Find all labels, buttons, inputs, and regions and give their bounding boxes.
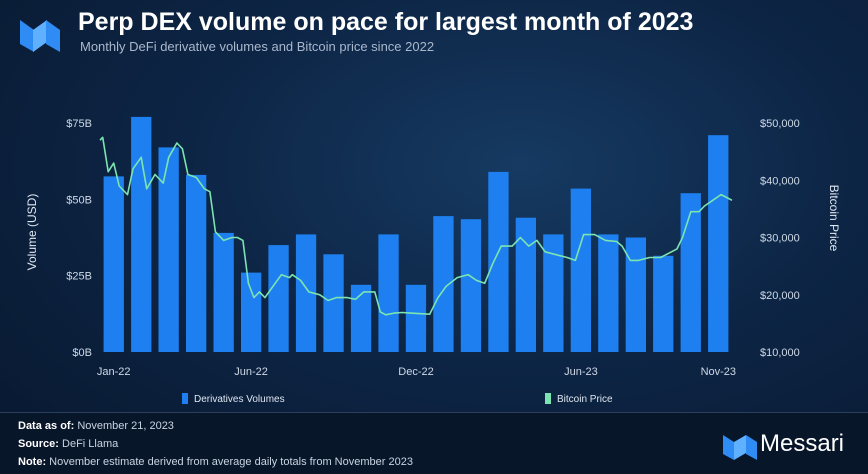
bar-Feb-23 [460,219,482,352]
bar-Jan-22 [103,176,124,352]
x-tick-label: Jun-23 [564,366,598,378]
bar-Nov-22 [378,234,399,352]
bar-Apr-22 [186,174,207,352]
bar-Jun-22 [241,272,262,352]
legend-bar-swatch [182,393,188,404]
bar-Dec-22 [405,284,427,352]
messari-brand-icon [723,435,757,460]
note-label: Note: [18,456,47,468]
left-axis-ticks: $0B $25B $50B $75B [66,118,92,359]
right-tick-label: $40,000 [760,175,800,187]
right-tick-label: $10,000 [760,347,800,359]
right-tick-label: $50,000 [760,118,800,130]
bar-Aug-23 [625,237,646,352]
bar-May-23 [543,234,564,352]
bar-Jul-22 [268,245,289,352]
data-as-of-label: Data as of: [18,420,75,432]
left-tick-label: $50B [66,194,92,206]
note-value: November estimate derived from average d… [49,456,413,468]
header: Perp DEX volume on pace for largest mont… [0,0,868,70]
legend-bitcoin-price: Bitcoin Price [545,393,613,405]
bar-Sep-22 [323,254,344,352]
right-tick-label: $30,000 [760,233,800,245]
source-label: Source: [18,438,59,450]
right-axis-ticks: $10,000 $20,000 $30,000 $40,000 $50,000 [760,118,800,359]
messari-logo-icon [20,20,60,52]
data-as-of-value: November 21, 2023 [77,420,174,432]
footer-data-as-of: Data as of: November 21, 2023 [18,420,174,432]
footer: Data as of: November 21, 2023 Source: De… [0,412,868,474]
bar-Nov-23 [708,135,729,352]
bar-Mar-22 [158,147,179,352]
footer-note: Note: November estimate derived from ave… [18,456,413,468]
chart-subtitle: Monthly DeFi derivative volumes and Bitc… [80,39,435,54]
chart-area: $0B $25B $50B $75B $10,000 $20,000 $30,000 $40… [25,116,841,378]
source-value: DeFi Llama [62,438,119,450]
bar-Oct-23 [680,193,701,352]
legend-line-swatch [545,393,551,404]
bar-Mar-23 [488,171,509,352]
legend-line-label: Bitcoin Price [557,394,613,405]
left-tick-label: $0B [72,347,92,359]
bar-Aug-22 [295,234,317,352]
bitcoin-price-line [99,136,733,316]
right-axis-label: Bitcoin Price [827,185,841,252]
x-axis-ticks: Jan-22 Jun-22 Dec-22 Jun-23 Nov-23 [97,366,736,378]
bar-Feb-22 [131,116,152,353]
x-tick-label: Nov-23 [701,366,736,378]
x-tick-label: Dec-22 [398,366,433,378]
left-axis-label: Volume (USD) [25,194,39,271]
left-tick-label: $75B [66,118,92,130]
bar-Apr-23 [515,217,536,352]
footer-source: Source: DeFi Llama [18,438,118,450]
bar-Oct-22 [350,284,372,352]
legend-bars-label: Derivatives Volumes [194,394,285,405]
chart-title: Perp DEX volume on pace for largest mont… [78,8,694,36]
left-tick-label: $25B [66,271,92,283]
bar-Jan-23 [433,216,454,352]
bar-series [103,116,729,353]
bar-May-22 [213,232,234,352]
x-tick-label: Jun-22 [234,366,268,378]
legend-derivatives-volumes: Derivatives Volumes [182,393,285,405]
bar-Jul-23 [598,234,619,352]
bar-Jun-23 [570,188,591,352]
right-tick-label: $20,000 [760,290,800,302]
bar-Sep-23 [653,255,674,352]
x-tick-label: Jan-22 [97,366,131,378]
brand-name: Messari [760,430,845,457]
